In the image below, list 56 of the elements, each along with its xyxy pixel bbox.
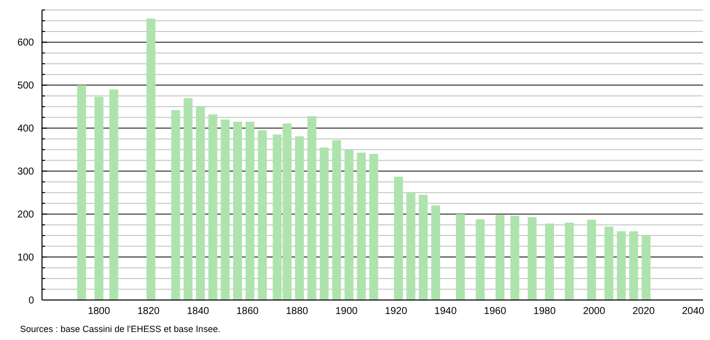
- x-tick-label: 1960: [484, 306, 507, 317]
- x-tick-label: 1940: [434, 306, 458, 317]
- bar: [77, 85, 86, 300]
- y-tick-label: 500: [17, 80, 34, 92]
- bar: [208, 114, 218, 300]
- bar: [406, 192, 416, 300]
- y-tick-label: 300: [17, 166, 34, 178]
- y-tick-label: 200: [17, 210, 34, 221]
- bar: [356, 152, 366, 300]
- bar: [629, 231, 638, 300]
- bar: [456, 214, 465, 300]
- bar: [258, 130, 267, 300]
- x-tick-label: 1820: [137, 306, 160, 317]
- bar: [233, 122, 242, 300]
- bar: [344, 150, 354, 300]
- bar: [496, 214, 504, 300]
- bar: [295, 136, 304, 300]
- bar: [418, 194, 428, 300]
- bar: [564, 222, 574, 300]
- bar: [545, 224, 554, 300]
- x-tick-label: 1880: [286, 306, 309, 317]
- bar: [196, 106, 205, 300]
- bar: [109, 89, 118, 300]
- x-tick-label: 1860: [236, 306, 260, 317]
- source-note: Sources : base Cassini de l'EHESS et base Insee.: [20, 324, 220, 334]
- x-tick-label: 1900: [335, 306, 358, 317]
- x-tick-label: 1800: [88, 306, 110, 317]
- x-tick-label: 1980: [533, 306, 556, 317]
- bar: [587, 220, 596, 300]
- bar: [246, 122, 254, 300]
- bar: [510, 216, 520, 300]
- bar: [94, 96, 104, 300]
- x-tick-label: 1840: [186, 306, 210, 317]
- x-tick-label: 2020: [632, 306, 656, 317]
- x-tick-label: 2000: [582, 306, 606, 317]
- y-tick-label: 100: [17, 252, 34, 264]
- bar: [642, 236, 651, 300]
- bar: [184, 98, 193, 300]
- bar: [220, 120, 230, 300]
- bar: [171, 110, 180, 300]
- bar: [320, 147, 329, 300]
- bar: [604, 226, 614, 300]
- bar: [431, 205, 440, 300]
- x-tick-label: 1920: [384, 306, 408, 317]
- bar: [369, 154, 378, 300]
- bar: [476, 219, 485, 300]
- y-tick-label: 600: [17, 38, 34, 49]
- bar: [146, 18, 156, 300]
- y-tick-label: 400: [17, 124, 34, 135]
- y-tick-label: 0: [28, 296, 34, 306]
- bar: [394, 176, 403, 300]
- bar: [528, 217, 537, 300]
- bar: [616, 231, 626, 300]
- bar: [332, 140, 342, 300]
- x-tick-label: 2040: [682, 306, 705, 317]
- bar: [307, 116, 316, 300]
